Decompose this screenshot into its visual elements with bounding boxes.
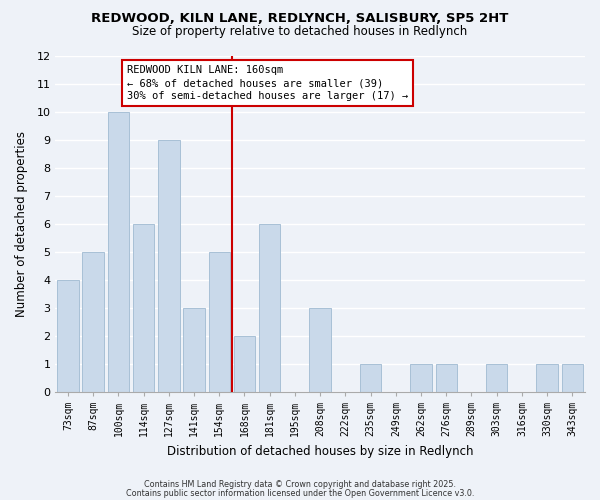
Bar [562, 364, 583, 392]
Bar [310, 308, 331, 392]
Bar [158, 140, 179, 392]
Bar [234, 336, 255, 392]
Bar [184, 308, 205, 392]
Text: Size of property relative to detached houses in Redlynch: Size of property relative to detached ho… [133, 25, 467, 38]
Bar [536, 364, 558, 392]
Bar [107, 112, 129, 392]
Bar [486, 364, 508, 392]
Text: REDWOOD, KILN LANE, REDLYNCH, SALISBURY, SP5 2HT: REDWOOD, KILN LANE, REDLYNCH, SALISBURY,… [91, 12, 509, 26]
Bar [410, 364, 432, 392]
Bar [57, 280, 79, 392]
Text: Contains public sector information licensed under the Open Government Licence v3: Contains public sector information licen… [126, 488, 474, 498]
Bar [259, 224, 280, 392]
Text: REDWOOD KILN LANE: 160sqm
← 68% of detached houses are smaller (39)
30% of semi-: REDWOOD KILN LANE: 160sqm ← 68% of detac… [127, 65, 408, 102]
Bar [133, 224, 154, 392]
Bar [360, 364, 382, 392]
X-axis label: Distribution of detached houses by size in Redlynch: Distribution of detached houses by size … [167, 444, 473, 458]
Y-axis label: Number of detached properties: Number of detached properties [15, 131, 28, 317]
Bar [82, 252, 104, 392]
Text: Contains HM Land Registry data © Crown copyright and database right 2025.: Contains HM Land Registry data © Crown c… [144, 480, 456, 489]
Bar [209, 252, 230, 392]
Bar [436, 364, 457, 392]
